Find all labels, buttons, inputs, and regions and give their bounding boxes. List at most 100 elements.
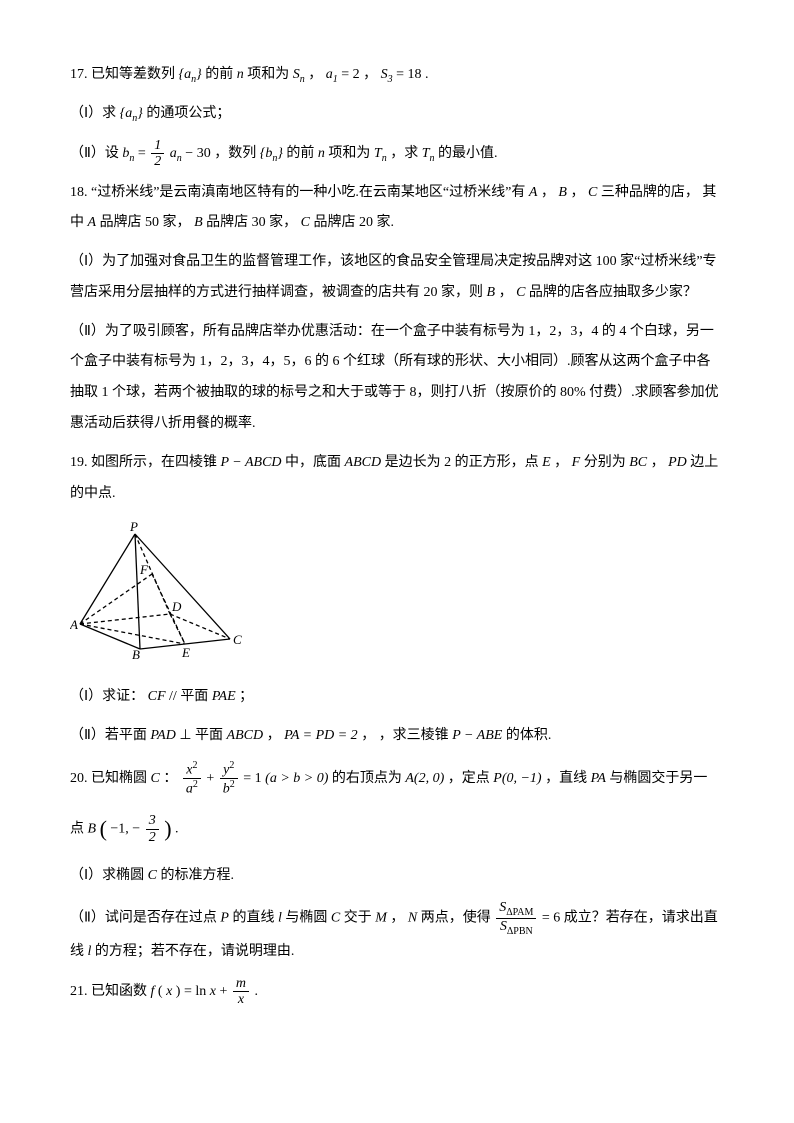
q20-l2: l bbox=[88, 944, 92, 959]
q17-p2-f: 的最小值. bbox=[438, 146, 498, 161]
q21-a: 21. 已知函数 bbox=[70, 984, 147, 999]
q19-l1f: ， bbox=[651, 455, 665, 470]
q21-pl: ( bbox=[158, 984, 163, 999]
q18-l2c: 品牌店 30 家， bbox=[206, 215, 297, 230]
q19-p2e: 的体积. bbox=[506, 728, 552, 743]
q20-C3: C bbox=[331, 911, 340, 926]
q17-stem-a: 17. 已知等差数列 bbox=[70, 67, 175, 82]
q19-pln: 平面 bbox=[180, 689, 208, 704]
q20-p1b: 的标准方程. bbox=[160, 868, 234, 883]
q21-plus: + bbox=[219, 984, 230, 999]
q18-p1-C: C bbox=[516, 285, 525, 300]
q20-eq1: = 1 bbox=[243, 771, 261, 786]
q17-stem-c: 项和为 bbox=[247, 67, 289, 82]
q17-stem-f: . bbox=[425, 67, 429, 82]
q19-l1e: 分别为 bbox=[584, 455, 626, 470]
q20-C2: C bbox=[148, 868, 157, 883]
q20-p2h: 的方程；若不存在，请说明理由. bbox=[95, 944, 295, 959]
problem-20: 20. 已知椭圆 C ： x2 a2 + y2 b2 = 1 (a > b > … bbox=[70, 760, 724, 797]
q20-part1: （Ⅰ）求椭圆 C 的标准方程. bbox=[70, 861, 724, 892]
q19-PD: PD bbox=[668, 455, 687, 470]
q20-p2b: 的直线 bbox=[232, 911, 274, 926]
q17-tn2: Tn bbox=[422, 146, 435, 161]
q20-p2d: 交于 bbox=[344, 911, 372, 926]
lbl-F: F bbox=[139, 562, 149, 577]
q20-cond: (a > b > 0) bbox=[265, 771, 328, 786]
q20-l1e: ，直线 bbox=[545, 771, 587, 786]
q18-p1c: 品牌的店各应抽取多少家？ bbox=[529, 285, 697, 300]
q20-ratioeq: = 6 bbox=[542, 911, 560, 926]
q17-minus30: − 30 bbox=[185, 146, 210, 161]
q17-an-brace: {an} bbox=[179, 67, 202, 82]
q18-l2b: 品牌店 50 家， bbox=[100, 215, 191, 230]
q19-p1a: （Ⅰ）求证： bbox=[70, 689, 144, 704]
q19-part2: （Ⅱ）若平面 PAD ⊥ 平面 ABCD ， PA = PD = 2 ， ，求三… bbox=[70, 721, 724, 752]
q18-l1b: ， bbox=[541, 185, 555, 200]
q18-C2: C bbox=[301, 215, 310, 230]
q20-PA: PA bbox=[591, 771, 606, 786]
q20-p2f: 两点，使得 bbox=[421, 911, 491, 926]
q19-l1d: ， bbox=[554, 455, 568, 470]
q17-p2-d: 项和为 bbox=[328, 146, 370, 161]
q20-plus: + bbox=[206, 771, 217, 786]
q17-tn: Tn bbox=[374, 146, 387, 161]
q18-l1a: 18. “过桥米线”是云南滇南地区特有的一种小吃.在云南某地区“过桥米线”有 bbox=[70, 185, 525, 200]
q20-l1b: ： bbox=[163, 771, 177, 786]
q17-p2-a: （Ⅱ）设 bbox=[70, 146, 119, 161]
problem-17: 17. 已知等差数列 {an} 的前 n 项和为 Sn ， a1 = 2 ， S… bbox=[70, 60, 724, 91]
q19-part1: （Ⅰ）求证： CF // 平面 PAE ； bbox=[70, 682, 724, 713]
q17-p2-c: 的前 bbox=[286, 146, 314, 161]
q19-pae: PAE bbox=[212, 689, 236, 704]
q17-a1: a1 = 2 bbox=[326, 67, 360, 82]
lbl-P: P bbox=[129, 519, 138, 534]
q20-l1f: 与椭圆交于另一 bbox=[609, 771, 707, 786]
q19-p2c2: ， bbox=[361, 728, 375, 743]
q20-p2a: （Ⅱ）试问是否存在过点 bbox=[70, 911, 217, 926]
q19-papd: PA = PD = 2 bbox=[284, 728, 358, 743]
q19-par: // bbox=[169, 689, 180, 704]
q18-pct: 80% bbox=[560, 385, 586, 400]
q19-pad: PAD bbox=[150, 728, 175, 743]
q19-diagram: P A B C D E F bbox=[70, 519, 724, 672]
problem-19: 19. 如图所示，在四棱锥 P − ABCD 中，底面 ABCD 是边长为 2 … bbox=[70, 448, 724, 510]
q17-part1: （Ⅰ）求 {an} 的通项公式； bbox=[70, 99, 724, 130]
q17-p2-e: ，求 bbox=[390, 146, 418, 161]
q17-sn: Sn bbox=[293, 67, 305, 82]
q17-p1-an: {an} bbox=[120, 106, 143, 121]
q20-line2: 点 B ( −1, − 32 ) . bbox=[70, 805, 724, 853]
q20-frac2: y2 b2 bbox=[220, 760, 238, 797]
q18-l1d: 三种品牌的店， bbox=[601, 185, 699, 200]
q18-A2: A bbox=[88, 215, 97, 230]
q17-stem-b: 的前 bbox=[205, 67, 233, 82]
q17-stem-e: ， bbox=[363, 67, 377, 82]
q17-n: n bbox=[237, 67, 244, 82]
q21-pr: ) bbox=[176, 984, 181, 999]
q18-A: A bbox=[529, 185, 538, 200]
q17-half: 12 bbox=[151, 138, 164, 170]
q17-stem-d: ， bbox=[308, 67, 322, 82]
q20-l1a: 20. 已知椭圆 bbox=[70, 771, 147, 786]
problem-21: 21. 已知函数 f ( x ) = ln x + mx . bbox=[70, 976, 724, 1008]
q21-frac: mx bbox=[233, 976, 249, 1008]
q20-l: l bbox=[278, 911, 282, 926]
q18-l2d: 品牌店 20 家. bbox=[313, 215, 394, 230]
q20-Bx: −1, − bbox=[110, 821, 140, 836]
lbl-B: B bbox=[132, 647, 140, 659]
q20-P: P bbox=[220, 911, 229, 926]
q20-M: M bbox=[375, 911, 387, 926]
q20-N: N bbox=[408, 911, 417, 926]
q18-B: B bbox=[558, 185, 567, 200]
q18-p1b: ， bbox=[499, 285, 513, 300]
q18-C: C bbox=[588, 185, 597, 200]
q17-bn-eq: bn = bbox=[122, 146, 149, 161]
q17-an2: an bbox=[170, 146, 182, 161]
q18-part1: （Ⅰ）为了加强对食品卫生的监督管理工作，该地区的食品安全管理局决定按品牌对这 1… bbox=[70, 247, 724, 309]
q20-l1d: ，定点 bbox=[448, 771, 490, 786]
q20-frac1: x2 a2 bbox=[183, 760, 201, 797]
q20-ratio: SΔPAM SΔPBN bbox=[496, 900, 536, 937]
q19-F: F bbox=[572, 455, 581, 470]
problem-18: 18. “过桥米线”是云南滇南地区特有的一种小吃.在云南某地区“过桥米线”有 A… bbox=[70, 178, 724, 240]
q17-part2: （Ⅱ）设 bn = 12 an − 30 ，数列 {bn} 的前 n 项和为 T… bbox=[70, 138, 724, 170]
q20-l1c: 的右顶点为 bbox=[332, 771, 402, 786]
q19-p2c: ， bbox=[267, 728, 281, 743]
